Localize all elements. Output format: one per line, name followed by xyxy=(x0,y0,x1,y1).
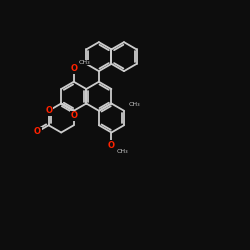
Text: O: O xyxy=(45,106,52,115)
Text: O: O xyxy=(70,64,77,73)
Text: O: O xyxy=(108,141,115,150)
Text: O: O xyxy=(71,111,78,120)
Text: O: O xyxy=(34,127,41,136)
Text: CH₃: CH₃ xyxy=(78,60,90,65)
Text: CH₃: CH₃ xyxy=(116,149,128,154)
Text: CH₃: CH₃ xyxy=(129,102,140,107)
